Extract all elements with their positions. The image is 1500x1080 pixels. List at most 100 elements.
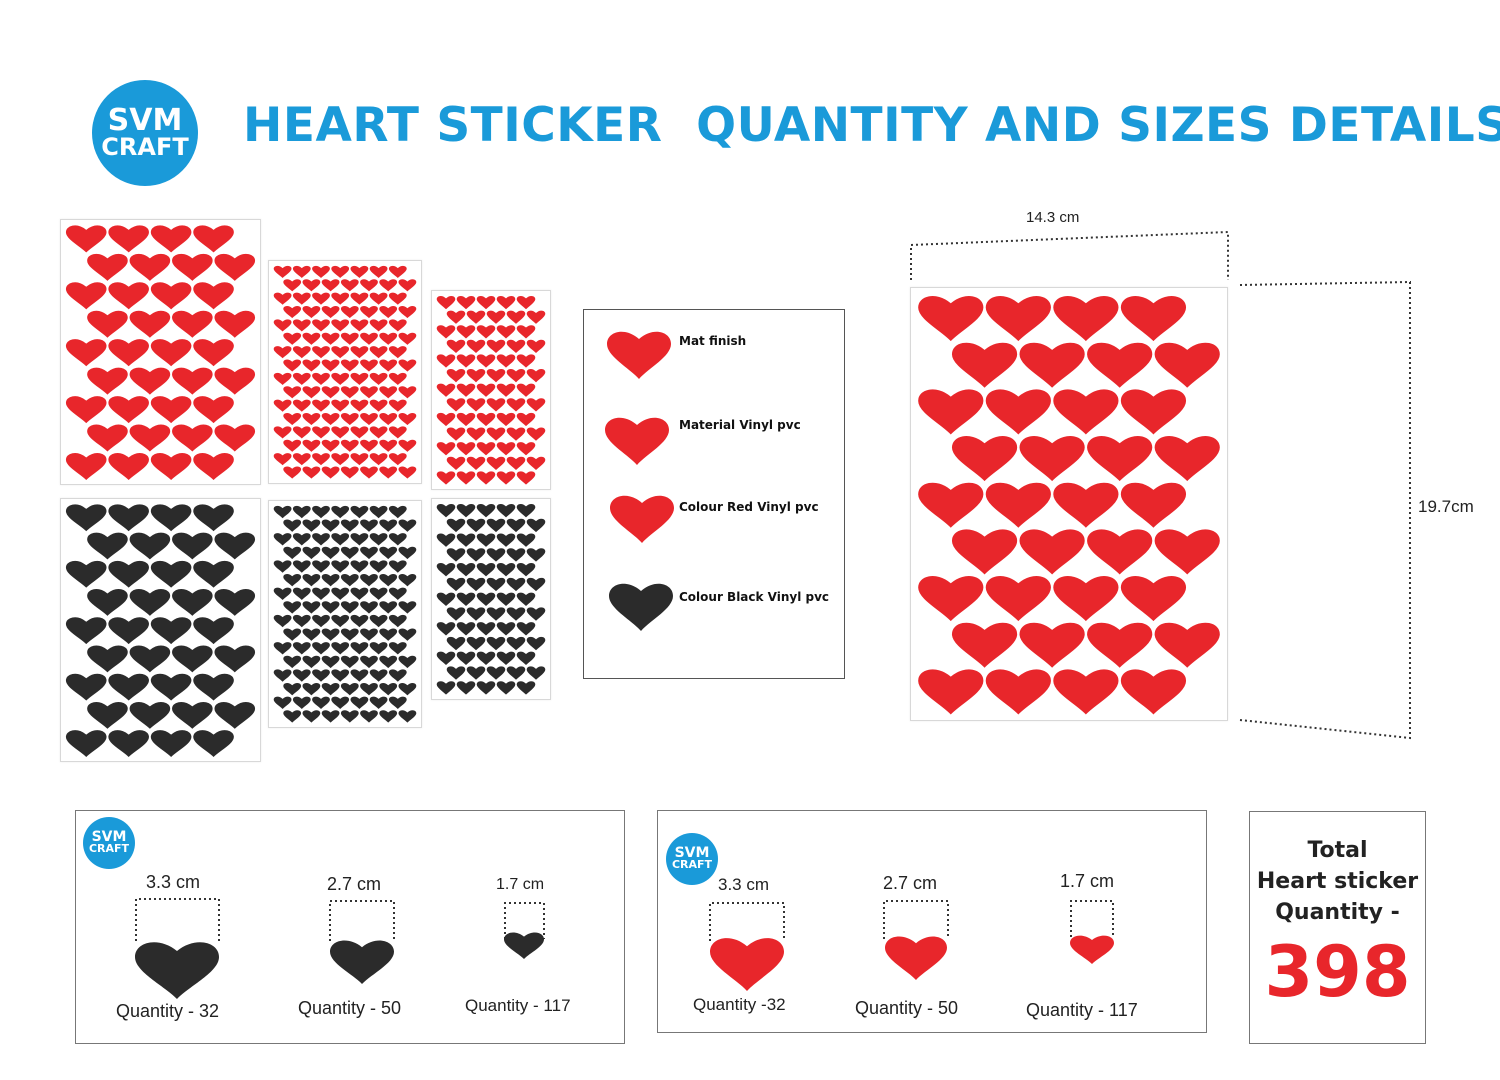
- dimension-lines: [910, 230, 1411, 740]
- heart-sticker: [455, 294, 477, 311]
- heart-sticker: [515, 650, 537, 667]
- heart-sticker: [349, 452, 370, 467]
- heart-sticker: [378, 518, 399, 534]
- heart-sticker: [291, 398, 312, 414]
- heart-sticker: [107, 452, 150, 482]
- heart-sticker: [359, 518, 379, 534]
- heart-sticker: [1086, 341, 1154, 390]
- heart-sticker: [339, 627, 360, 643]
- heart-sticker: [349, 668, 370, 684]
- heart-sticker: [320, 573, 341, 588]
- heart-sticker: [213, 588, 257, 618]
- heart-sticker: [455, 591, 477, 608]
- brand-logo-small: SVM CRAFT: [666, 833, 718, 885]
- heart-icon: [135, 942, 219, 999]
- heart-sticker: [495, 411, 517, 428]
- heart-sticker: [291, 695, 312, 711]
- heart-sticker: [64, 559, 108, 590]
- heart-sticker: [465, 576, 487, 593]
- heart-sticker: [349, 532, 370, 547]
- heart-sticker: [301, 518, 322, 534]
- heart-sticker: [515, 502, 537, 519]
- heart-sticker: [485, 368, 507, 384]
- heart-sticker: [495, 324, 517, 340]
- heart-sticker: [311, 425, 331, 440]
- heart-sticker: [149, 672, 193, 702]
- heart-sticker: [149, 729, 193, 759]
- total-quantity-box: Total Heart sticker Quantity - 398: [1249, 811, 1426, 1044]
- heart-sticker: [368, 318, 389, 333]
- heart-sticker: [368, 559, 389, 575]
- heart-sticker: [311, 398, 331, 414]
- heart-sticker: [387, 559, 408, 575]
- page-title: HEART STICKER QUANTITY AND SIZES DETAILS: [243, 98, 1500, 153]
- heart-sticker: [107, 503, 150, 533]
- heart-sticker: [291, 559, 312, 575]
- heart-grid-black-large: [64, 503, 257, 759]
- heart-sticker: [301, 545, 322, 561]
- heart-sticker: [378, 682, 399, 697]
- heart-sticker: [320, 545, 341, 561]
- heart-sticker: [339, 682, 360, 697]
- heart-sticker: [213, 309, 257, 340]
- heart-sticker: [330, 291, 351, 307]
- heart-sticker: [359, 682, 379, 697]
- heart-sticker: [455, 532, 477, 549]
- heart-sticker: [505, 576, 527, 593]
- heart-sticker: [495, 470, 517, 487]
- heart-sticker: [397, 627, 418, 643]
- heart-sticker: [86, 423, 129, 453]
- heart-sticker: [475, 470, 497, 487]
- heart-sticker: [311, 452, 331, 467]
- heart-sticker: [107, 672, 150, 702]
- heart-sticker: [397, 573, 418, 588]
- heart-sticker: [339, 600, 360, 616]
- heart-icon: [610, 495, 674, 543]
- heart-sticker: [485, 635, 507, 652]
- heart-sticker: [445, 368, 467, 384]
- heart-sticker: [128, 423, 172, 453]
- heart-sticker: [475, 324, 497, 340]
- heart-icon: [609, 583, 673, 631]
- heart-sticker: [128, 366, 172, 397]
- heart-sticker: [368, 504, 389, 520]
- heart-sticker: [213, 701, 257, 731]
- heart-sticker: [495, 353, 517, 370]
- logo-line1: SVM: [674, 845, 710, 862]
- heart-sticker: [272, 641, 293, 656]
- heart-sticker: [64, 672, 108, 702]
- quantity-label-large: Quantity -32: [693, 995, 786, 1014]
- heart-sticker: [475, 294, 497, 311]
- heart-sticker: [515, 591, 537, 608]
- heart-sticker: [515, 562, 537, 578]
- heart-sticker: [397, 709, 418, 725]
- heart-sticker: [272, 559, 293, 575]
- heart-sticker: [1119, 575, 1188, 623]
- heart-sticker: [320, 465, 341, 481]
- heart-sticker: [397, 305, 418, 320]
- heart-sticker: [505, 309, 527, 326]
- heart-sticker: [465, 426, 487, 443]
- heart-sticker: [320, 627, 341, 643]
- heart-sticker: [984, 295, 1052, 343]
- brand-logo-small: SVM CRAFT: [83, 817, 135, 869]
- heart-sticker: [455, 353, 477, 370]
- heart-sticker: [1086, 435, 1154, 483]
- heart-sticker: [330, 586, 351, 602]
- heart-sticker: [387, 425, 408, 440]
- heart-sticker: [301, 573, 322, 588]
- heart-sticker: [349, 695, 370, 711]
- heart-sticker: [301, 278, 322, 293]
- sheet-black-large: [60, 498, 261, 762]
- heart-sticker: [272, 532, 293, 547]
- heart-sticker: [435, 591, 457, 608]
- heart-sticker: [505, 517, 527, 534]
- legend-label-mat: Mat finish: [679, 334, 747, 348]
- black-size-panel: SVM CRAFT 3.3 cm 2.7 cm 1.7 cm Quantity …: [75, 810, 625, 1044]
- heart-grid-red-medium: [272, 264, 418, 481]
- heart-sticker: [171, 366, 214, 397]
- heart-sticker: [1018, 341, 1086, 390]
- heart-sticker: [311, 264, 331, 280]
- heart-sticker: [282, 545, 303, 561]
- heart-sticker: [950, 435, 1019, 483]
